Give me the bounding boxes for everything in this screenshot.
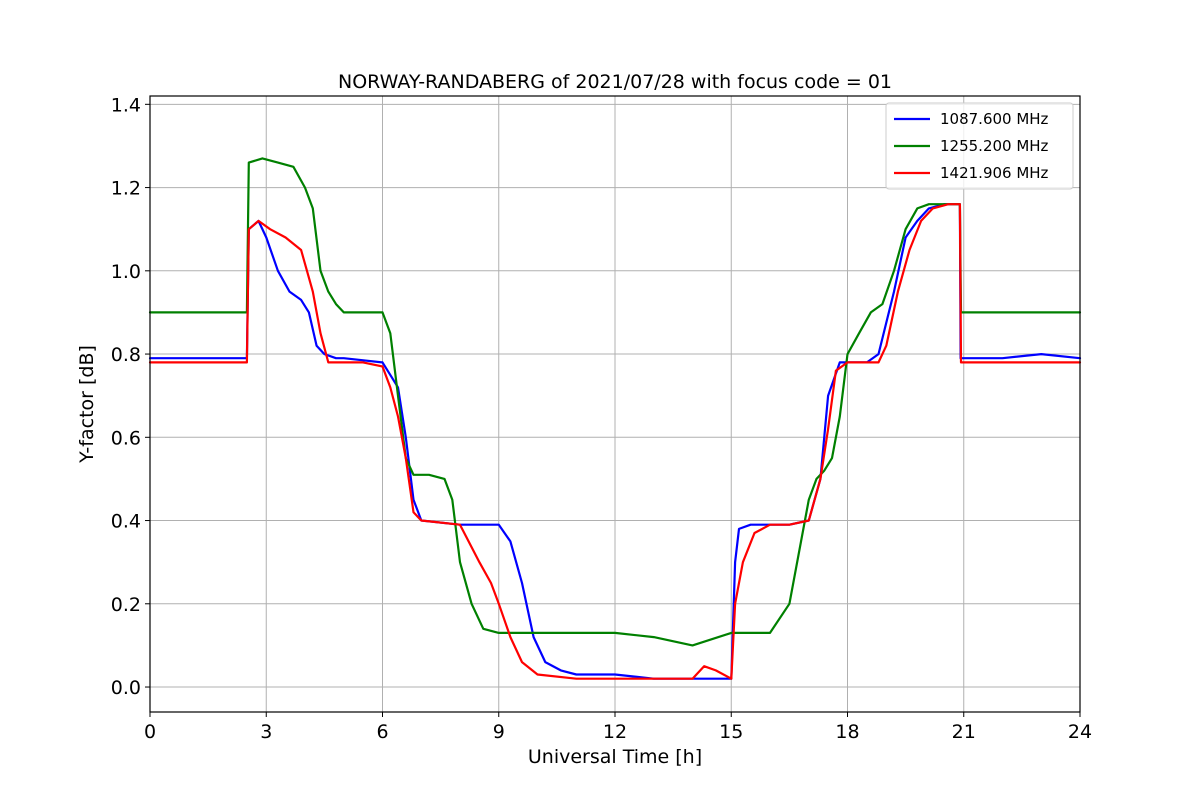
x-tick-label: 9 [493, 721, 505, 743]
x-tick-label: 24 [1068, 721, 1092, 743]
y-tick-label: 0.4 [111, 511, 141, 533]
legend: 1087.600 MHz 1255.200 MHz 1421.906 MHz [885, 102, 1074, 190]
legend-label: 1087.600 MHz [940, 110, 1049, 128]
y-tick-label: 1.0 [111, 261, 141, 283]
x-tick-label: 18 [835, 721, 859, 743]
y-tick-label: 0.6 [111, 427, 141, 449]
series-line-1087-600-mhz [148, 203, 1082, 680]
y-tick-label: 0.2 [111, 594, 141, 616]
x-axis-label: Universal Time [h] [528, 746, 702, 768]
y-tick-label: 1.4 [111, 94, 141, 116]
series-layer [148, 157, 1082, 680]
y-tick-label: 0.0 [111, 677, 141, 699]
chart-title: NORWAY-RANDABERG of 2021/07/28 with focu… [338, 71, 892, 93]
y-axis: 0.0 0.2 0.4 0.6 0.8 1.0 1.2 1.4 [111, 94, 150, 699]
x-tick-label: 3 [260, 721, 272, 743]
x-tick-label: 15 [719, 721, 743, 743]
x-tick-label: 21 [952, 721, 976, 743]
legend-box [885, 102, 1074, 190]
x-tick-label: 6 [376, 721, 388, 743]
series-line-1421-906-mhz [148, 203, 1082, 680]
y-axis-label: Y-factor [dB] [76, 345, 98, 464]
series-line-1255-200-mhz [148, 157, 1082, 647]
x-axis: 0 3 6 9 12 15 18 21 24 [144, 712, 1092, 743]
y-tick-label: 1.2 [111, 178, 141, 200]
x-tick-label: 0 [144, 721, 156, 743]
legend-label: 1421.906 MHz [940, 164, 1049, 182]
legend-label: 1255.200 MHz [940, 137, 1049, 155]
y-tick-label: 0.8 [111, 344, 141, 366]
x-tick-label: 12 [603, 721, 627, 743]
